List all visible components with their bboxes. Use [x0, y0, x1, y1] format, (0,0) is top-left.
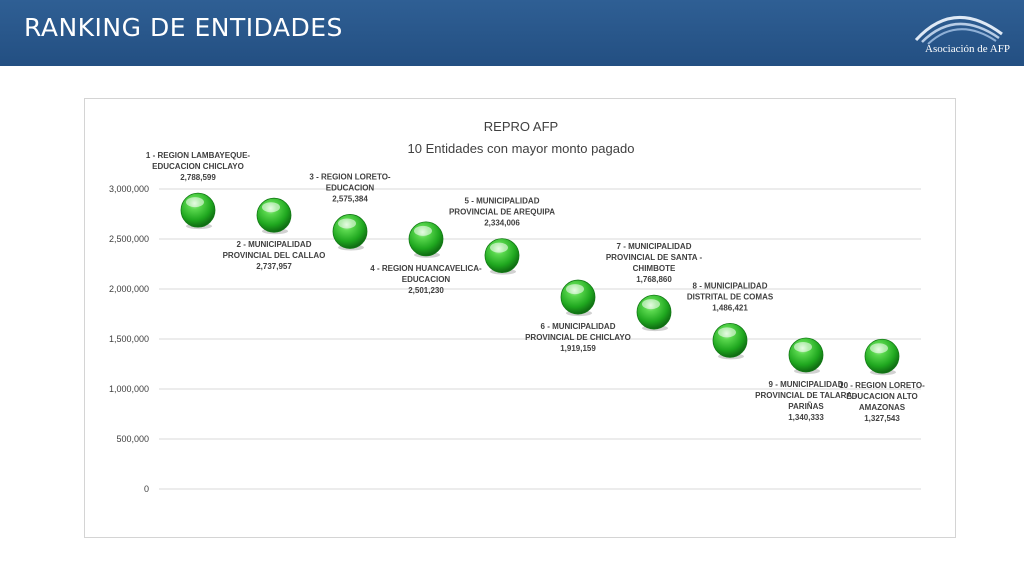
data-label-name: 1 - REGION LAMBAYEQUE- [146, 151, 250, 160]
header-bar: RANKING DE ENTIDADES Asociación de AFP [0, 0, 1024, 66]
y-tick-label: 3,000,000 [109, 184, 149, 194]
data-label-name: EDUCACION [402, 275, 451, 284]
data-point-highlight [490, 242, 508, 253]
chart-subtitle: 10 Entidades con mayor monto pagado [408, 141, 635, 156]
data-point-highlight [414, 225, 432, 236]
afp-logo-icon [914, 15, 1003, 45]
data-label-value: 2,334,006 [484, 219, 520, 228]
data-label-name: PROVINCIAL DE TALARA - [755, 391, 857, 400]
data-label-value: 2,501,230 [408, 286, 444, 295]
chart-container: 0 500,000 1,000,000 1,500,000 2,000,000 2,500… [84, 98, 956, 538]
y-tick-label: 0 [144, 484, 149, 494]
data-point-highlight [262, 202, 280, 213]
data-label-value: 1,327,543 [864, 414, 900, 423]
data-point-highlight [642, 299, 660, 310]
data-label-name: PARIÑAS [788, 402, 824, 411]
data-label-name: 2 - MUNICIPALIDAD [237, 240, 312, 249]
data-label-name: PROVINCIAL DE AREQUIPA [449, 208, 555, 217]
data-label-name: 10 - REGION LORETO- [839, 381, 925, 390]
data-label-value: 1,340,333 [788, 413, 824, 422]
data-point-highlight [338, 218, 356, 229]
data-label-value: 1,768,860 [636, 275, 672, 284]
data-label-value: 1,919,159 [560, 344, 596, 353]
y-tick-label: 1,500,000 [109, 334, 149, 344]
y-axis: 0 500,000 1,000,000 1,500,000 2,000,000 2,500… [109, 184, 149, 494]
data-point-highlight [870, 343, 888, 354]
data-label-value: 2,788,599 [180, 173, 216, 182]
data-labels: 1 - REGION LAMBAYEQUE- EDUCACION CHICLAYO… [146, 151, 925, 423]
logo-text: Asociación de AFP [925, 43, 1010, 55]
data-label-name: PROVINCIAL DE CHICLAYO [525, 333, 631, 342]
data-label-value: 2,737,957 [256, 262, 292, 271]
data-point-highlight [566, 284, 584, 295]
data-label-name: DISTRITAL DE COMAS [687, 292, 774, 301]
data-label-value: 1,486,421 [712, 303, 748, 312]
page-title: RANKING DE ENTIDADES [24, 13, 343, 42]
data-label-name: 8 - MUNICIPALIDAD [693, 281, 768, 290]
data-label-name: 7 - MUNICIPALIDAD [617, 242, 692, 251]
data-label-name: EDUCACION ALTO [846, 392, 917, 401]
y-tick-label: 500,000 [116, 434, 149, 444]
data-point-highlight [718, 327, 736, 338]
data-label-name: 6 - MUNICIPALIDAD [541, 322, 616, 331]
chart-title: REPRO AFP [484, 119, 558, 134]
data-label-name: AMAZONAS [859, 403, 906, 412]
y-tick-label: 2,500,000 [109, 234, 149, 244]
data-label-name: CHIMBOTE [633, 264, 676, 273]
data-label-name: 4 - REGION HUANCAVELICA- [370, 264, 482, 273]
data-label-name: PROVINCIAL DEL CALLAO [223, 251, 326, 260]
data-point-highlight [794, 341, 812, 352]
y-tick-label: 2,000,000 [109, 284, 149, 294]
scatter-chart: 0 500,000 1,000,000 1,500,000 2,000,000 2,500… [109, 119, 925, 494]
data-label-name: EDUCACION [326, 183, 375, 192]
data-label-name: 9 - MUNICIPALIDAD [769, 380, 844, 389]
data-label-name: 5 - MUNICIPALIDAD [465, 197, 540, 206]
data-point-highlight [186, 197, 204, 208]
data-label-name: EDUCACION CHICLAYO [152, 162, 244, 171]
data-label-name: 3 - REGION LORETO- [309, 172, 391, 181]
data-label-name: PROVINCIAL DE SANTA - [606, 253, 703, 262]
gridlines [159, 188, 921, 490]
data-label-value: 2,575,384 [332, 194, 368, 203]
y-tick-label: 1,000,000 [109, 384, 149, 394]
data-points [180, 192, 900, 376]
